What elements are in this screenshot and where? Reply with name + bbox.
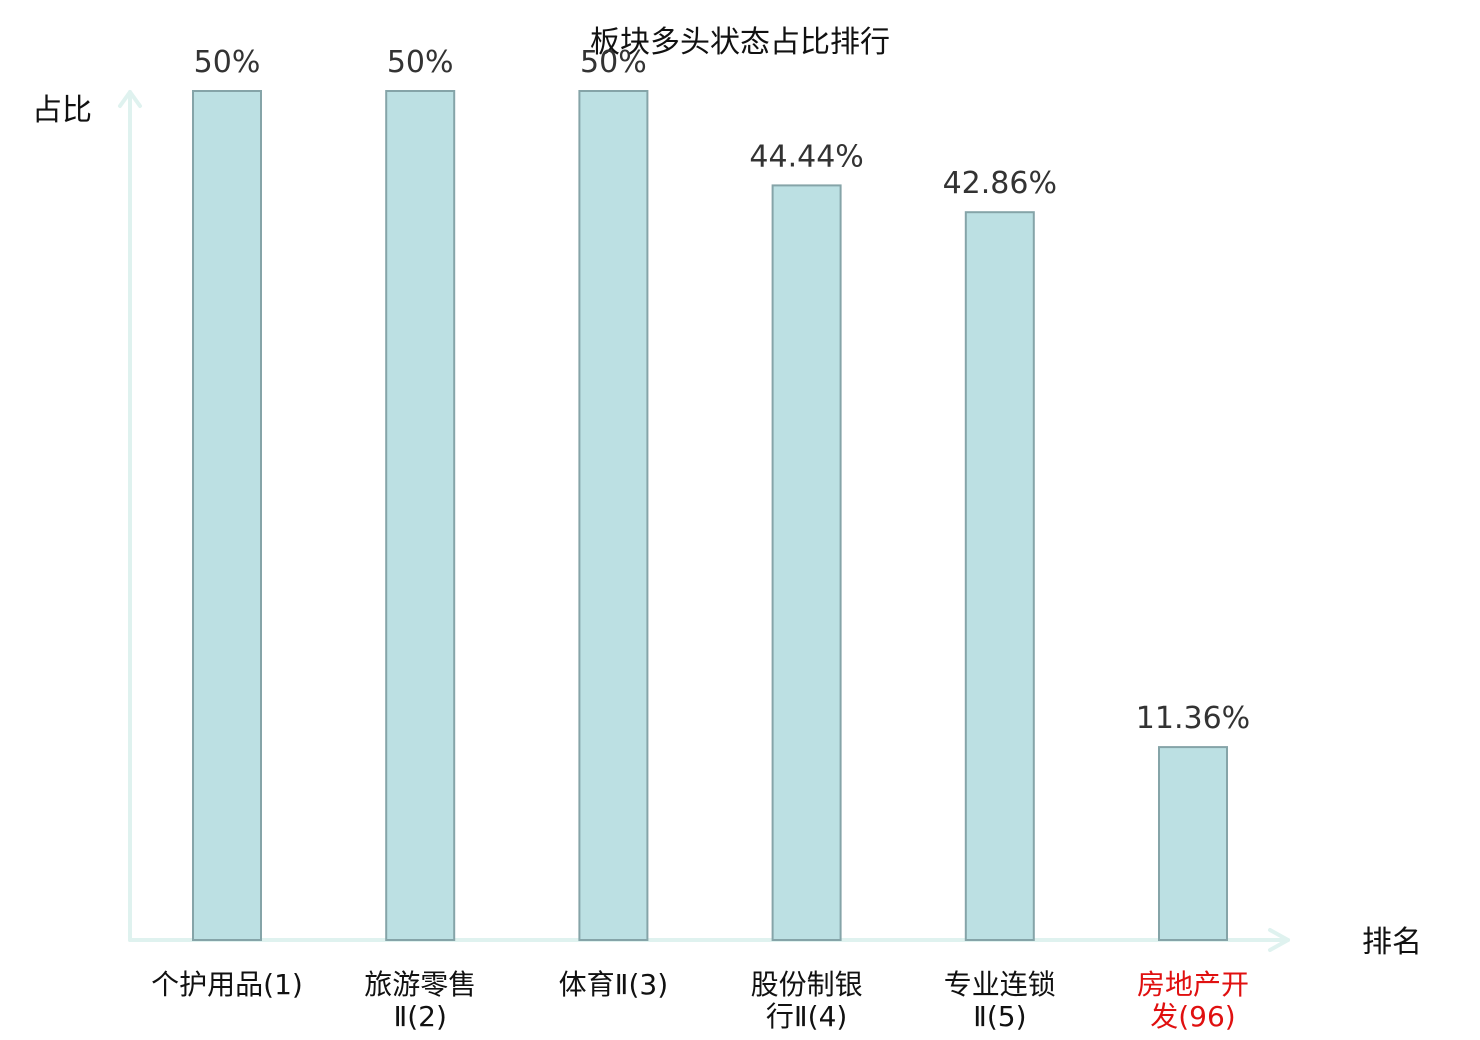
x-axis-label: 排名	[1362, 925, 1422, 960]
y-axis-arrow	[118, 90, 142, 108]
x-tick-label-line: 房地产开	[1137, 968, 1249, 1001]
x-tick-label-line: Ⅱ(5)	[973, 1000, 1026, 1033]
x-tick-label-line: 股份制银	[751, 968, 863, 1001]
x-tick-label-line: 体育Ⅱ(3)	[559, 968, 668, 1001]
bar	[578, 90, 649, 941]
bar-value-label: 42.86%	[943, 166, 1057, 201]
bar-value-label: 50%	[580, 45, 647, 80]
bar-value-label: 44.44%	[749, 139, 863, 174]
bars	[192, 90, 1228, 941]
bar-value-label: 50%	[194, 45, 261, 80]
x-tick-label-line: Ⅱ(2)	[393, 1000, 446, 1033]
value-labels: 50% 50% 50% 44.44% 42.86% 11.36%	[194, 45, 1251, 736]
bar-value-label: 11.36%	[1136, 701, 1250, 736]
x-tick-label-line: 个护用品(1)	[151, 968, 303, 1001]
bar	[964, 211, 1035, 941]
bar-value-label: 50%	[387, 45, 454, 80]
x-tick-label-line: 专业连锁	[944, 968, 1056, 1001]
axes	[118, 90, 1290, 952]
x-tick-label: 专业连锁 Ⅱ(5)	[944, 968, 1056, 1033]
x-tick-label: 房地产开发(96)	[1137, 968, 1249, 1033]
x-tick-label-line: 旅游零售	[364, 968, 476, 1001]
y-axis-label: 占比	[32, 93, 92, 128]
x-axis-arrow	[1268, 928, 1290, 952]
chart-title: 板块多头状态占比排行	[590, 25, 890, 60]
x-tick-label: 股份制银行Ⅱ(4)	[751, 968, 863, 1033]
x-tick-label-line: 行Ⅱ(4)	[766, 1000, 847, 1033]
bar	[385, 90, 456, 941]
bar	[1158, 746, 1228, 941]
x-tick-label-line: 发(96)	[1150, 1000, 1235, 1033]
bar	[192, 90, 262, 941]
bar	[771, 184, 842, 941]
category-labels: 个护用品(1) 旅游零售 Ⅱ(2) 体育Ⅱ(3) 股份制银行Ⅱ(4) 专业连锁 Ⅱ(5) 房地…	[151, 968, 1249, 1033]
x-tick-label: 个护用品(1)	[151, 968, 303, 1001]
x-tick-label: 体育Ⅱ(3)	[559, 968, 668, 1001]
x-tick-label: 旅游零售 Ⅱ(2)	[364, 968, 476, 1033]
